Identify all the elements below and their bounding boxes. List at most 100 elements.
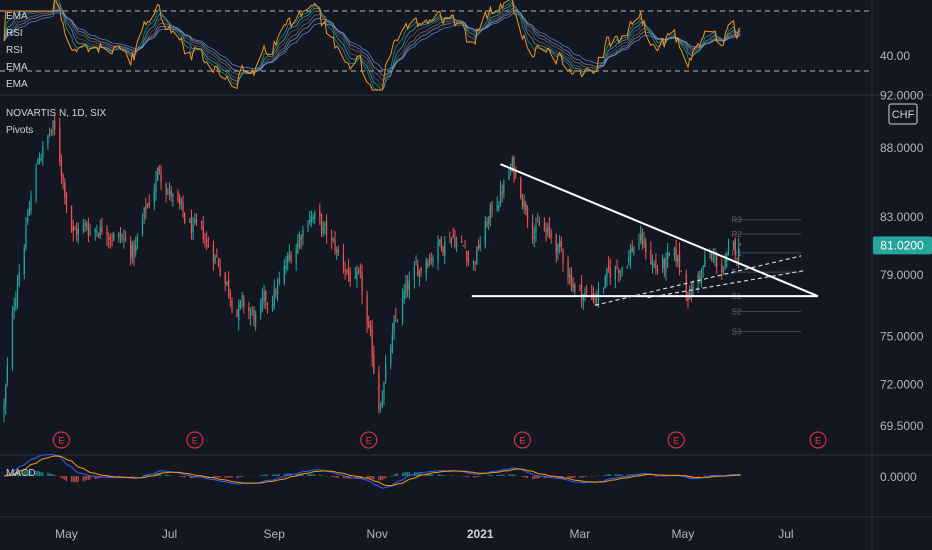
time-tick-label: May bbox=[55, 527, 78, 541]
candle-body bbox=[574, 284, 576, 292]
dashed-trendline-2[interactable] bbox=[647, 270, 805, 299]
candle-body bbox=[401, 296, 404, 322]
price-tick-labels: 92.0000 88.0000 83.0000 79.0000 75.0000 72.00… bbox=[880, 89, 924, 433]
candle-body bbox=[543, 226, 546, 231]
candle-body bbox=[248, 306, 250, 313]
candle-body bbox=[108, 237, 110, 239]
candle-body bbox=[72, 227, 74, 232]
candle-body bbox=[665, 258, 667, 272]
candle-body bbox=[278, 279, 280, 283]
time-tick-label: Mar bbox=[570, 527, 591, 541]
candle-body bbox=[498, 205, 500, 209]
candle-body bbox=[641, 232, 643, 245]
candle-body bbox=[123, 238, 125, 240]
trendline-drawings[interactable] bbox=[471, 163, 819, 306]
candle-body bbox=[146, 205, 149, 208]
candle-body bbox=[579, 284, 581, 286]
candle-body bbox=[28, 207, 30, 216]
price-pane[interactable]: NOVARTIS N, 1D, SIX Pivots R3R2R1PS1S2S3… bbox=[3, 108, 827, 449]
descending-trendline[interactable] bbox=[500, 163, 819, 298]
time-tick-label: Sep bbox=[264, 527, 286, 541]
rsi-axis-label: 40.00 bbox=[880, 49, 910, 63]
candle-body bbox=[499, 189, 502, 204]
macd-legend: MACD bbox=[6, 468, 35, 479]
candle-body bbox=[594, 298, 596, 300]
candle-body bbox=[651, 262, 654, 265]
pivots-indicator-label: Pivots bbox=[6, 125, 33, 136]
candle-body bbox=[484, 221, 486, 246]
rsi-legend-ema-2: EMA bbox=[6, 62, 28, 73]
candle-body bbox=[667, 252, 669, 260]
candle-body bbox=[508, 173, 510, 180]
candle-body bbox=[393, 320, 395, 332]
candle-body bbox=[214, 255, 216, 264]
candle-body bbox=[35, 167, 37, 199]
candle-body bbox=[428, 259, 431, 265]
candle-body bbox=[261, 298, 264, 303]
candle-body bbox=[254, 314, 257, 322]
candle-body bbox=[677, 255, 679, 263]
candle-body bbox=[27, 217, 29, 222]
candle-body bbox=[584, 292, 586, 298]
candle-body bbox=[54, 121, 56, 129]
time-axis[interactable]: May Jul Sep Nov 2021 Mar May Jul bbox=[55, 527, 793, 541]
candle-body bbox=[330, 238, 333, 240]
candle-body bbox=[631, 247, 633, 252]
dashed-trendline-1[interactable] bbox=[594, 255, 802, 306]
candle-body bbox=[425, 261, 427, 274]
candle-body bbox=[285, 265, 287, 269]
candle-body bbox=[59, 127, 61, 162]
candle-body bbox=[736, 257, 738, 259]
candle-body bbox=[440, 237, 443, 249]
candle-body bbox=[467, 259, 470, 261]
candle-body bbox=[136, 236, 139, 242]
candle-body bbox=[379, 407, 382, 409]
candle-body bbox=[452, 235, 454, 238]
candle-body bbox=[699, 276, 701, 279]
candle-body bbox=[557, 244, 559, 253]
price-axis[interactable]: 92.0000 88.0000 83.0000 79.0000 75.0000 72.00… bbox=[873, 89, 932, 433]
rsi-legend-rsi-2: RSI bbox=[6, 45, 23, 56]
candle-body bbox=[739, 244, 741, 246]
candle-body bbox=[523, 200, 525, 208]
candle-body bbox=[25, 224, 27, 249]
candle-body bbox=[47, 134, 49, 145]
earnings-marker-icon bbox=[667, 431, 685, 449]
candle-body bbox=[496, 204, 498, 210]
time-tick-label: May bbox=[672, 527, 695, 541]
candle-body bbox=[721, 264, 723, 273]
candle-body bbox=[722, 270, 725, 275]
candle-body bbox=[520, 177, 522, 198]
earnings-marker-label: E bbox=[519, 436, 525, 446]
candle-body bbox=[582, 297, 584, 301]
candle-body bbox=[692, 283, 694, 297]
candle-body bbox=[97, 233, 100, 237]
candle-body bbox=[295, 249, 297, 263]
candle-body bbox=[226, 281, 228, 285]
candle-body bbox=[572, 283, 574, 288]
candle-body bbox=[263, 291, 265, 301]
candle-body bbox=[548, 226, 551, 231]
candle-body bbox=[74, 228, 76, 230]
candle-body bbox=[604, 276, 606, 289]
candle-body bbox=[276, 285, 279, 295]
candle-body bbox=[430, 258, 432, 260]
candle-body bbox=[13, 306, 15, 311]
candle-body bbox=[200, 220, 203, 224]
macd-pane[interactable]: MACD 0.0000 bbox=[3, 454, 917, 489]
candle-body bbox=[229, 291, 231, 299]
candle-body bbox=[710, 253, 713, 258]
pivot-label-r3: R3 bbox=[732, 216, 743, 225]
rsi-pane[interactable]: EMA RSI RSI EMA EMA 40.00 bbox=[0, 0, 910, 91]
candle-body bbox=[243, 298, 245, 307]
candle-body bbox=[160, 171, 162, 182]
macd-axis-label: 0.0000 bbox=[880, 470, 917, 484]
candle-body bbox=[606, 268, 608, 278]
candle-body bbox=[182, 202, 184, 212]
candle-body bbox=[141, 219, 144, 236]
candle-body bbox=[64, 182, 66, 197]
candle-body bbox=[133, 242, 135, 257]
candle-body bbox=[65, 193, 68, 206]
candle-body bbox=[455, 243, 458, 246]
